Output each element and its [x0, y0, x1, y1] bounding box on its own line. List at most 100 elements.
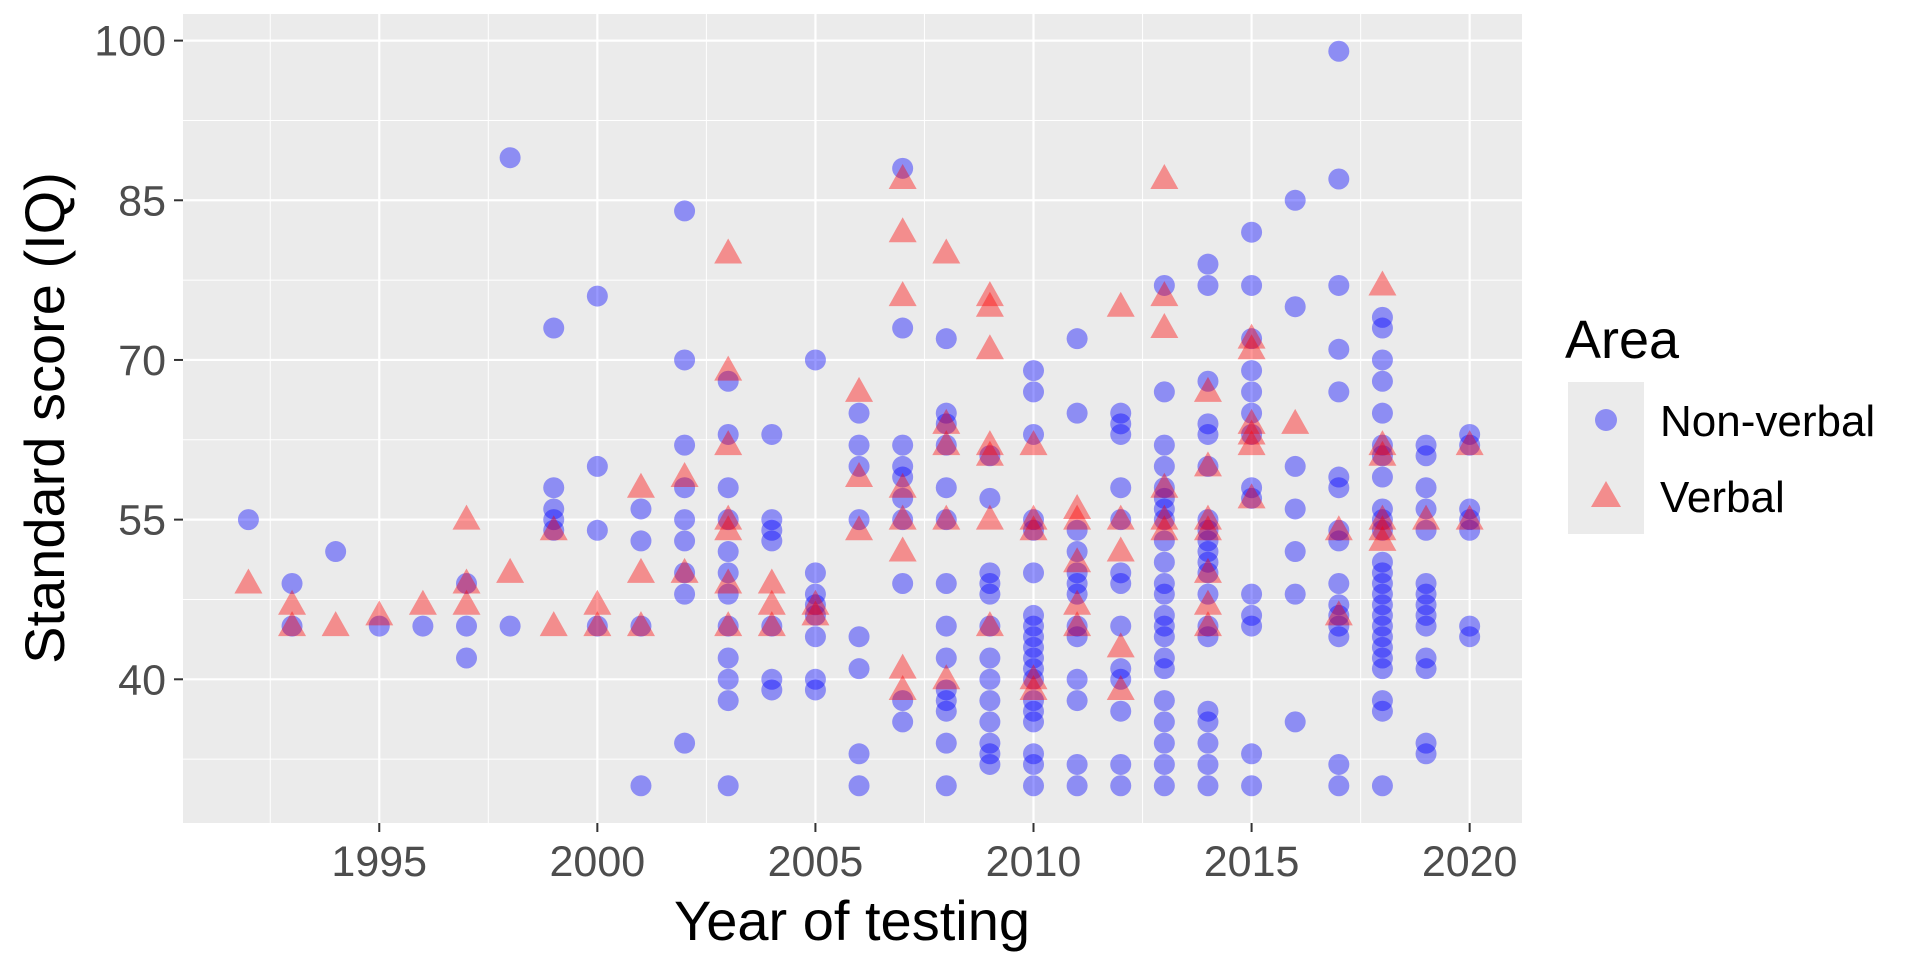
point-non-verbal: [1371, 647, 1393, 669]
point-verbal: [670, 557, 699, 583]
point-verbal: [1150, 313, 1179, 339]
point-verbal: [1150, 504, 1179, 530]
legend-key-verbal-icon: [1591, 481, 1621, 507]
point-non-verbal: [1153, 498, 1175, 520]
point-non-verbal: [1328, 572, 1350, 594]
point-non-verbal: [1066, 690, 1088, 712]
point-non-verbal: [1328, 466, 1350, 488]
point-verbal: [1281, 408, 1310, 434]
point-non-verbal: [1241, 615, 1263, 637]
point-non-verbal: [892, 455, 914, 477]
point-non-verbal: [979, 572, 1001, 594]
point-non-verbal: [281, 615, 303, 637]
point-non-verbal: [717, 423, 739, 445]
point-non-verbal: [630, 530, 652, 552]
point-non-verbal: [1197, 562, 1219, 584]
point-non-verbal: [1328, 753, 1350, 775]
point-verbal: [1019, 504, 1048, 530]
point-non-verbal: [1197, 711, 1219, 733]
point-non-verbal: [1241, 360, 1263, 382]
point-non-verbal: [717, 541, 739, 563]
point-non-verbal: [1197, 732, 1219, 754]
point-non-verbal: [979, 583, 1001, 605]
point-non-verbal: [979, 668, 1001, 690]
point-verbal: [539, 611, 568, 637]
point-non-verbal: [1197, 274, 1219, 296]
point-non-verbal: [543, 509, 565, 531]
point-non-verbal: [1371, 626, 1393, 648]
point-non-verbal: [848, 509, 870, 531]
point-verbal: [278, 611, 307, 637]
point-non-verbal: [717, 562, 739, 584]
point-non-verbal: [935, 679, 957, 701]
point-verbal: [714, 504, 743, 530]
point-non-verbal: [1415, 647, 1437, 669]
point-non-verbal: [1023, 604, 1045, 626]
point-non-verbal: [1153, 775, 1175, 797]
point-non-verbal: [456, 647, 478, 669]
x-tick-label: 2005: [768, 838, 864, 886]
point-non-verbal: [848, 402, 870, 424]
point-verbal: [1150, 281, 1179, 307]
legend-label-verbal: Verbal: [1660, 473, 1785, 522]
point-verbal: [1193, 611, 1222, 637]
point-non-verbal: [1371, 445, 1393, 467]
point-non-verbal: [1284, 711, 1306, 733]
point-non-verbal: [1241, 743, 1263, 765]
point-verbal: [975, 440, 1004, 466]
point-non-verbal: [1371, 636, 1393, 658]
point-non-verbal: [892, 509, 914, 531]
point-non-verbal: [630, 498, 652, 520]
point-verbal: [888, 536, 917, 562]
point-non-verbal: [1415, 477, 1437, 499]
point-non-verbal: [456, 572, 478, 594]
point-non-verbal: [761, 509, 783, 531]
plot-panel: [183, 14, 1522, 823]
point-verbal: [845, 376, 874, 402]
point-verbal: [1368, 515, 1397, 541]
x-tick-label: 2000: [550, 838, 646, 886]
point-non-verbal: [1284, 583, 1306, 605]
point-verbal: [1193, 557, 1222, 583]
point-non-verbal: [1328, 274, 1350, 296]
point-non-verbal: [1371, 349, 1393, 371]
grid-lines: [183, 14, 1522, 823]
point-non-verbal: [892, 572, 914, 594]
point-verbal: [975, 430, 1004, 456]
point-non-verbal: [1023, 381, 1045, 403]
x-axis-title: Year of testing: [674, 889, 1030, 952]
point-non-verbal: [674, 434, 696, 456]
point-non-verbal: [499, 615, 521, 637]
point-verbal: [626, 557, 655, 583]
point-non-verbal: [1023, 700, 1045, 722]
point-verbal: [714, 355, 743, 381]
point-verbal: [932, 664, 961, 690]
point-non-verbal: [325, 541, 347, 563]
point-non-verbal: [1066, 775, 1088, 797]
point-verbal: [888, 472, 917, 498]
point-non-verbal: [804, 679, 826, 701]
point-verbal: [408, 589, 437, 615]
point-verbal: [1106, 674, 1135, 700]
point-verbal: [975, 291, 1004, 317]
point-verbal: [1193, 504, 1222, 530]
point-non-verbal: [1328, 477, 1350, 499]
point-verbal: [452, 568, 481, 594]
point-non-verbal: [1066, 626, 1088, 648]
point-non-verbal: [1023, 647, 1045, 669]
point-verbal: [1237, 419, 1266, 445]
point-non-verbal: [804, 562, 826, 584]
point-non-verbal: [1153, 753, 1175, 775]
point-verbal: [932, 430, 961, 456]
point-verbal: [888, 653, 917, 679]
point-non-verbal: [892, 690, 914, 712]
point-non-verbal: [761, 679, 783, 701]
y-axis-ticks: 40 55 70 85 100: [94, 18, 183, 704]
point-verbal: [714, 515, 743, 541]
point-non-verbal: [979, 562, 1001, 584]
point-non-verbal: [1023, 423, 1045, 445]
point-non-verbal: [848, 743, 870, 765]
point-non-verbal: [1153, 583, 1175, 605]
point-non-verbal: [1110, 700, 1132, 722]
